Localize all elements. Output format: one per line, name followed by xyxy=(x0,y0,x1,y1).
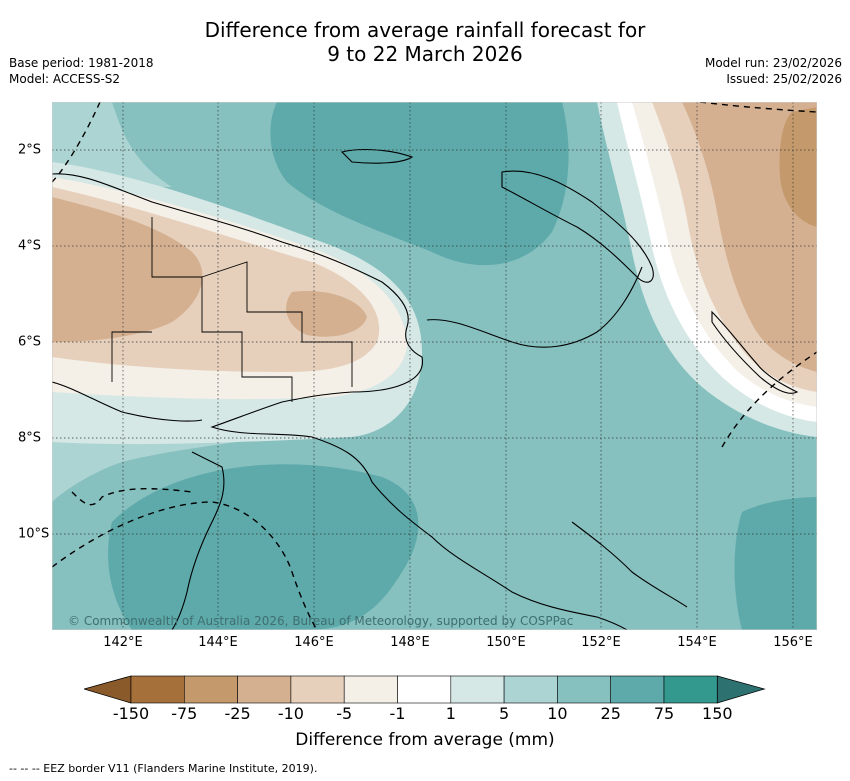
latitude-label: 4°S xyxy=(18,238,42,254)
colorbar-swatch xyxy=(184,675,238,704)
model-run: Model run: 23/02/2026 xyxy=(704,56,842,70)
colorbar-swatch xyxy=(397,675,452,704)
longitude-label: 146°E xyxy=(294,635,334,650)
longitude-label: 154°E xyxy=(677,635,717,650)
title-line-2: 9 to 22 March 2026 xyxy=(327,42,523,66)
colorbar-label: Difference from average (mm) xyxy=(295,730,555,750)
zone-mid-northwest xyxy=(52,102,172,187)
bougainville xyxy=(711,310,799,394)
colorbar-swatch xyxy=(290,675,345,704)
latitude-label: 8°S xyxy=(18,430,42,446)
huon-peninsula xyxy=(426,266,643,348)
title-line-1: Difference from average rainfall forecas… xyxy=(204,18,646,42)
colorbar-swatch xyxy=(343,675,398,704)
colorbar-tick-label: -5 xyxy=(336,704,353,723)
colorbar-swatch xyxy=(663,675,718,704)
colorbar xyxy=(84,675,766,704)
eez-border-south xyxy=(71,488,193,506)
longitude-label: 142°E xyxy=(103,635,143,650)
meta-left: Base period: 1981-2018 Model: ACCESS-S2 xyxy=(9,55,154,87)
eez-border-west xyxy=(52,102,101,183)
latitude-label: 10°S xyxy=(18,526,50,542)
longitude-label: 152°E xyxy=(581,635,621,650)
solomon-east xyxy=(571,521,688,608)
longitude-label: 150°E xyxy=(486,635,526,650)
eez-footer-note: -- -- -- EEZ border V11 (Flanders Marine… xyxy=(9,762,318,775)
gulf-coast xyxy=(52,381,203,422)
eez-border-southwest xyxy=(52,501,318,630)
colorbar-tick-label: -25 xyxy=(224,704,251,723)
longitude-label: 144°E xyxy=(198,635,238,650)
colorbar-tick-label: 25 xyxy=(600,704,621,723)
colorbar-tick-label: 150 xyxy=(702,704,733,723)
colorbar-tick-label: -10 xyxy=(277,704,304,723)
colorbar-swatch xyxy=(503,675,558,704)
zone-dry-west-3 xyxy=(52,197,203,342)
eez-borders xyxy=(52,102,817,630)
colorbar-tick-label: 5 xyxy=(499,704,510,723)
longitude-label: 148°E xyxy=(390,635,430,650)
latitude-label: 6°S xyxy=(18,334,42,350)
colorbar-tick-label: -150 xyxy=(112,704,150,723)
colorbar-arrow-high xyxy=(716,675,766,704)
colorbar-tick-label: -75 xyxy=(171,704,198,723)
colorbar-tick-label: 1 xyxy=(445,704,456,723)
new-guinea-coast xyxy=(52,173,628,630)
colorbar-arrow-low xyxy=(84,675,132,704)
copyright-notice: © Commonwealth of Australia 2026, Bureau… xyxy=(68,614,574,628)
chart-title: Difference from average rainfall forecas… xyxy=(0,18,850,66)
zone-dry-west-4 xyxy=(286,291,367,337)
coastlines xyxy=(52,148,799,630)
colorbar-tick-label: -1 xyxy=(389,704,406,723)
model-name: Model: ACCESS-S2 xyxy=(9,72,121,86)
colorbar-swatch xyxy=(450,675,505,704)
new-ireland xyxy=(340,148,414,164)
gridlines xyxy=(52,102,817,630)
eez-border-northeast xyxy=(699,102,817,113)
meta-right: Model run: 23/02/2026 Issued: 25/02/2026 xyxy=(705,55,842,87)
colorbar-tick-label: 10 xyxy=(547,704,568,723)
new-britain xyxy=(501,170,654,283)
colorbar-swatch xyxy=(130,675,185,704)
zone-wet-southeast xyxy=(734,497,817,630)
zone-dry-east-5 xyxy=(779,107,817,227)
cape-york xyxy=(171,451,225,630)
eez-border-east xyxy=(721,351,817,448)
colorbar-swatch xyxy=(610,675,665,704)
zone-wet-north xyxy=(270,102,569,266)
base-period: Base period: 1981-2018 xyxy=(9,56,154,70)
zone-wet-south xyxy=(108,464,419,630)
latitude-label: 2°S xyxy=(18,142,42,158)
colorbar-swatch xyxy=(557,675,611,704)
colorbar-swatch xyxy=(237,675,292,704)
colorbar-tick-label: 75 xyxy=(653,704,675,723)
issued-date: Issued: 25/02/2026 xyxy=(726,72,842,86)
rainfall-map xyxy=(52,102,817,630)
longitude-label: 156°E xyxy=(773,635,813,650)
